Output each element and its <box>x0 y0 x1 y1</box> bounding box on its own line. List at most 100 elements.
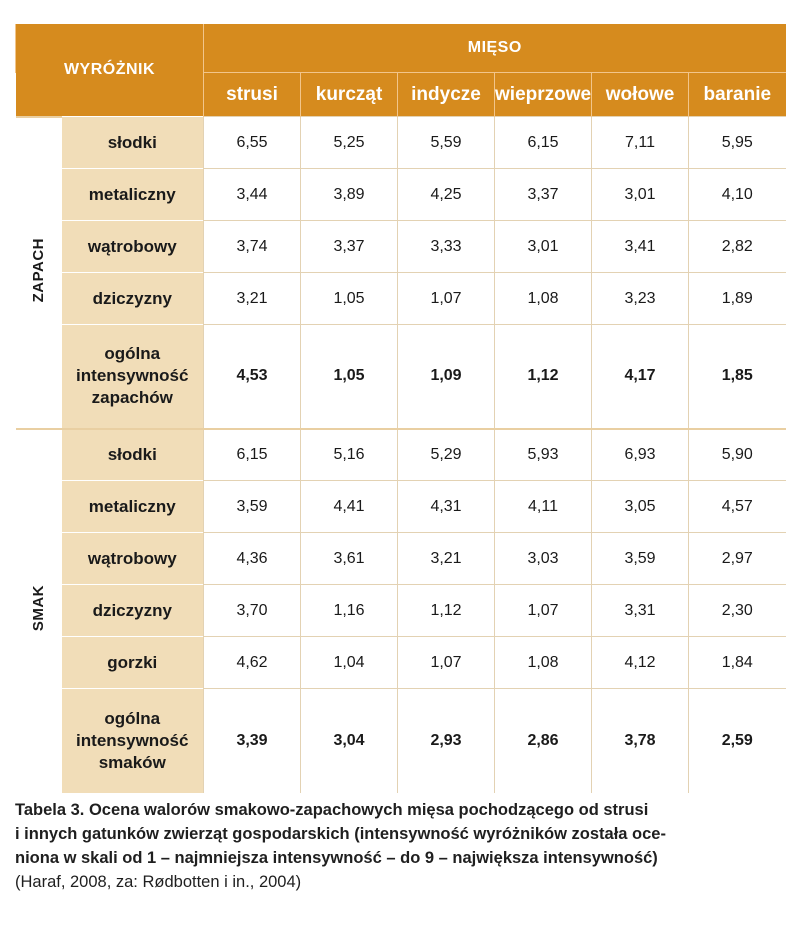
table-cell-total: 4,53 <box>203 324 301 429</box>
table-cell: 3,89 <box>300 168 398 221</box>
table-cell: 4,31 <box>397 480 495 533</box>
row-label: wątrobowy <box>61 220 204 273</box>
table-header-title: WYRÓŻNIK <box>15 24 204 117</box>
table-cell: 6,15 <box>494 116 592 169</box>
table-cell: 3,61 <box>300 532 398 585</box>
table-cell: 4,25 <box>397 168 495 221</box>
table-cell: 3,33 <box>397 220 495 273</box>
table-cell: 3,41 <box>591 220 689 273</box>
table-cell: 3,01 <box>591 168 689 221</box>
column-header-kurczat: kurcząt <box>300 72 398 117</box>
table-cell: 5,59 <box>397 116 495 169</box>
table-cell: 5,16 <box>300 427 398 481</box>
table-cell: 1,12 <box>397 584 495 637</box>
row-label: gorzki <box>61 636 204 689</box>
table-cell: 4,57 <box>688 480 786 533</box>
table-cell: 3,37 <box>300 220 398 273</box>
table-cell: 3,05 <box>591 480 689 533</box>
table-cell: 6,15 <box>203 427 301 481</box>
table-cell: 3,23 <box>591 272 689 325</box>
column-header-baranie: baranie <box>688 72 786 117</box>
row-label-line: ogólna <box>104 708 161 728</box>
category-zapach: ZAPACH <box>15 115 62 429</box>
row-label: słodki <box>61 116 204 169</box>
table-cell: 3,03 <box>494 532 592 585</box>
column-header-wieprzowe: wieprzowe <box>494 72 592 117</box>
table-cell-total: 2,59 <box>688 688 786 793</box>
table-cell-total: 4,17 <box>591 324 689 429</box>
row-label-line: smaków <box>98 752 166 772</box>
table-cell: 1,07 <box>397 272 495 325</box>
caption-source: (Haraf, 2008, za: Rødbotten i in., 2004) <box>15 873 302 891</box>
row-label-total: ogólna intensywność zapachów <box>61 324 204 429</box>
row-label: słodki <box>61 427 204 481</box>
row-label: dziczyzny <box>61 272 204 325</box>
row-label-line: ogólna <box>104 344 161 364</box>
table-cell: 3,70 <box>203 584 301 637</box>
table-cell: 3,21 <box>397 532 495 585</box>
caption-line: Tabela 3. Ocena walorów smakowo-zapachow… <box>15 801 649 819</box>
table-cell-total: 2,86 <box>494 688 592 793</box>
table-cell: 1,08 <box>494 636 592 689</box>
table-cell: 1,08 <box>494 272 592 325</box>
table-cell-total: 1,12 <box>494 324 592 429</box>
table-cell-total: 1,09 <box>397 324 495 429</box>
table-cell: 1,07 <box>494 584 592 637</box>
table-cell: 5,90 <box>688 427 786 481</box>
table-cell-total: 3,39 <box>203 688 301 793</box>
table-cell: 4,62 <box>203 636 301 689</box>
table-cell: 2,82 <box>688 220 786 273</box>
table-cell: 6,93 <box>591 427 689 481</box>
column-header-wolowe: wołowe <box>591 72 689 117</box>
table-cell-total: 3,04 <box>300 688 398 793</box>
category-smak: SMAK <box>15 427 62 793</box>
table-cell: 5,95 <box>688 116 786 169</box>
table-cell: 3,31 <box>591 584 689 637</box>
table-cell: 6,55 <box>203 116 301 169</box>
table-cell: 3,44 <box>203 168 301 221</box>
table-cell: 1,04 <box>300 636 398 689</box>
row-label-total: ogólna intensywność smaków <box>61 688 204 793</box>
table-cell: 4,11 <box>494 480 592 533</box>
table-caption: Tabela 3. Ocena walorów smakowo-zapachow… <box>15 798 785 894</box>
caption-line: niona w skali od 1 – najmniejsza intensy… <box>15 849 658 867</box>
table-cell: 1,16 <box>300 584 398 637</box>
table-cell: 7,11 <box>591 116 689 169</box>
table-cell: 5,25 <box>300 116 398 169</box>
table-cell: 3,37 <box>494 168 592 221</box>
table-cell-total: 1,05 <box>300 324 398 429</box>
caption-line: i innych gatunków zwierząt gospodarskich… <box>15 825 666 843</box>
table-cell: 5,93 <box>494 427 592 481</box>
table-cell: 4,36 <box>203 532 301 585</box>
row-label: metaliczny <box>61 168 204 221</box>
table-cell: 3,59 <box>203 480 301 533</box>
category-label: SMAK <box>30 585 47 632</box>
table-cell: 3,59 <box>591 532 689 585</box>
table-cell-total: 3,78 <box>591 688 689 793</box>
table-cell: 4,12 <box>591 636 689 689</box>
table-cell: 4,10 <box>688 168 786 221</box>
table-cell: 4,41 <box>300 480 398 533</box>
row-label: wątrobowy <box>61 532 204 585</box>
table-cell: 3,21 <box>203 272 301 325</box>
row-label-line: intensywność <box>76 730 189 750</box>
ratings-table: WYRÓŻNIK MIĘSO strusi kurcząt indycze wi… <box>15 24 786 793</box>
row-label-line: intensywność <box>76 366 189 386</box>
table-cell-total: 1,85 <box>688 324 786 429</box>
table-cell: 2,97 <box>688 532 786 585</box>
column-header-indycze: indycze <box>397 72 495 117</box>
table-cell: 1,84 <box>688 636 786 689</box>
table-cell: 3,01 <box>494 220 592 273</box>
table-cell: 1,89 <box>688 272 786 325</box>
table-cell: 1,05 <box>300 272 398 325</box>
column-header-strusi: strusi <box>203 72 301 117</box>
table-header-group: MIĘSO <box>203 24 786 73</box>
table-cell-total: 2,93 <box>397 688 495 793</box>
ratings-table-container: WYRÓŻNIK MIĘSO strusi kurcząt indycze wi… <box>15 24 786 793</box>
category-label: ZAPACH <box>30 237 47 303</box>
table-cell: 2,30 <box>688 584 786 637</box>
row-label: dziczyzny <box>61 584 204 637</box>
row-label-line: zapachów <box>91 388 173 408</box>
table-cell: 3,74 <box>203 220 301 273</box>
table-cell: 5,29 <box>397 427 495 481</box>
